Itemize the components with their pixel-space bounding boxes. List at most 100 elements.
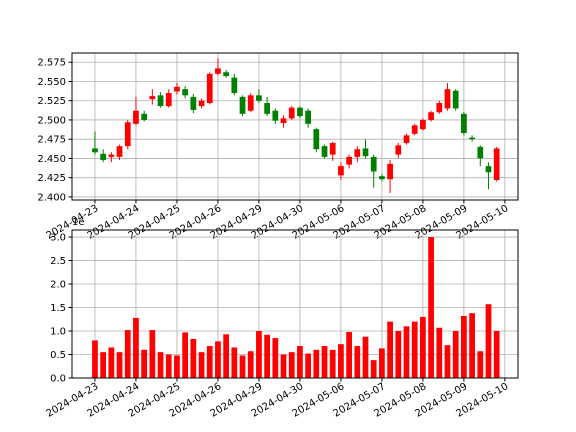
candle-body [165,93,172,107]
candle-body [329,143,336,155]
bar [297,346,303,378]
candle-body [133,110,139,124]
y-tick-label: 2.500 [37,115,66,126]
bar [338,344,344,378]
bar [206,346,213,378]
y-tick-label: 0.5 [50,350,66,361]
bar [124,330,131,378]
bar [329,349,336,378]
bar [133,317,139,378]
candle-body [436,103,443,113]
y-tick-label: 0.0 [50,374,66,385]
candle-body [100,153,107,160]
candle-body [92,148,98,153]
bar [247,351,254,378]
candle-body [444,89,451,109]
y-tick-label: 2.450 [37,154,66,165]
y-tick-label: 2.5 [50,256,66,267]
bar [411,321,418,378]
candle-body [297,107,303,117]
bar [313,349,320,378]
candle-body [256,95,262,101]
candle-body [149,96,156,100]
bar [469,313,475,378]
candle-body [239,96,246,114]
bar [256,331,262,378]
bar [379,348,385,378]
bar [149,330,156,378]
candle-body [321,146,328,157]
axes: 0.00.51.01.52.02.53.02024-04-232024-04-2… [45,217,519,420]
candle-body [174,86,180,92]
candle-body [247,95,254,111]
y-tick-label: 2.0 [50,280,66,291]
bar [461,315,467,378]
bar [493,331,500,378]
candle-body [461,113,467,134]
y-tick-label: 2.525 [37,96,66,107]
candle-body [485,166,492,173]
bar [264,334,270,378]
bar [239,355,246,378]
candle-body [272,110,279,121]
candle-body [288,107,295,119]
bar [174,355,180,378]
candle-body [379,176,385,180]
y-tick-label: 3.0 [50,233,66,244]
bar [190,339,197,378]
bar [452,331,459,378]
candle-body [215,68,221,74]
y-tick-label: 2.550 [37,77,66,88]
bar [215,341,221,378]
axes-frame [71,52,519,201]
candle-body [124,122,131,147]
candle-body [223,72,230,77]
y-tick-label: 1.0 [50,327,66,338]
candle-body [346,156,352,165]
candle-body [182,89,189,96]
candle-body [280,118,287,124]
candle-body [477,146,484,159]
bar [108,347,115,378]
bar [165,354,172,378]
candle-body [108,154,115,157]
candle-body [428,112,434,120]
candle-body [403,135,410,144]
candle-body [411,125,418,134]
candle-body [264,103,270,114]
bar [288,352,295,378]
bar [444,345,451,378]
candle-body [387,163,393,180]
candle-body [313,129,320,150]
bar [272,338,279,378]
offset-text: 1e [72,217,85,228]
bar [477,351,484,378]
candle-body [198,100,205,107]
bar [141,349,148,378]
bar [100,352,107,378]
bar [387,321,393,378]
bar [403,326,410,378]
bar [182,332,189,378]
bar [428,237,434,378]
bar [362,336,369,378]
bar [223,334,230,378]
candle-body [452,90,459,109]
candle-body [190,96,197,110]
bar [92,340,98,378]
candle-body [206,73,213,104]
candle-body [338,166,344,176]
candle-body [493,148,500,180]
axes: 2.400 2.425 2.450 2.475 2.500 2.525 2.550 2.575… [37,52,519,242]
candle-body [469,137,475,140]
bar [321,346,328,378]
candle-body [141,113,148,120]
bar [198,352,205,378]
bar [280,354,287,378]
axes-frame [71,229,519,379]
bar [436,327,443,378]
candle-body [420,119,426,130]
y-tick-label: 2.400 [37,192,66,203]
y-tick-label: 2.425 [37,173,66,184]
